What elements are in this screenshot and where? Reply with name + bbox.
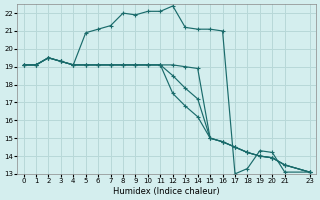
X-axis label: Humidex (Indice chaleur): Humidex (Indice chaleur) — [113, 187, 220, 196]
